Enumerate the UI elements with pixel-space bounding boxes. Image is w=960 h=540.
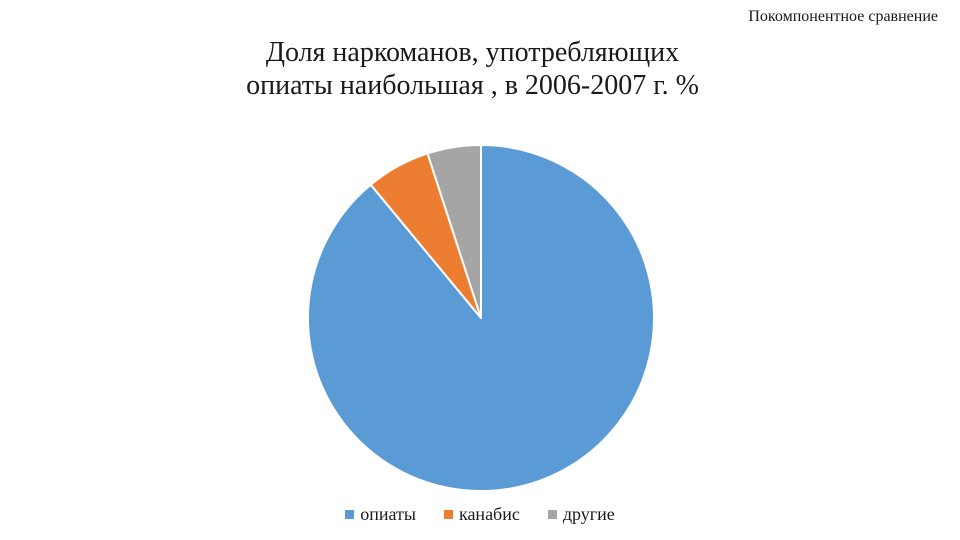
- chart-title: Доля наркоманов, употребляющих опиаты на…: [0, 36, 945, 102]
- chart-title-line-1: Доля наркоманов, употребляющих: [265, 37, 680, 68]
- legend-item-cannabis: канабис: [443, 504, 520, 525]
- legend-swatch-opiates: [345, 510, 355, 519]
- chart-legend: опиаты канабис другие: [0, 504, 960, 525]
- chart-title-line-2: опиаты наибольшая , в 2006-2007 г. %: [246, 70, 699, 101]
- pie-slices: [307, 144, 655, 492]
- legend-swatch-cannabis: [443, 510, 453, 519]
- pie-slice-other: [426, 144, 482, 319]
- slide-caption: Покомпонентное сравнение: [748, 8, 938, 25]
- legend-item-other: другие: [547, 504, 615, 525]
- legend-label-opiates: опиаты: [360, 504, 416, 524]
- legend-label-cannabis: канабис: [458, 504, 520, 524]
- legend-label-other: другие: [562, 504, 615, 524]
- legend-item-opiates: опиаты: [345, 504, 416, 525]
- legend-swatch-other: [547, 510, 557, 519]
